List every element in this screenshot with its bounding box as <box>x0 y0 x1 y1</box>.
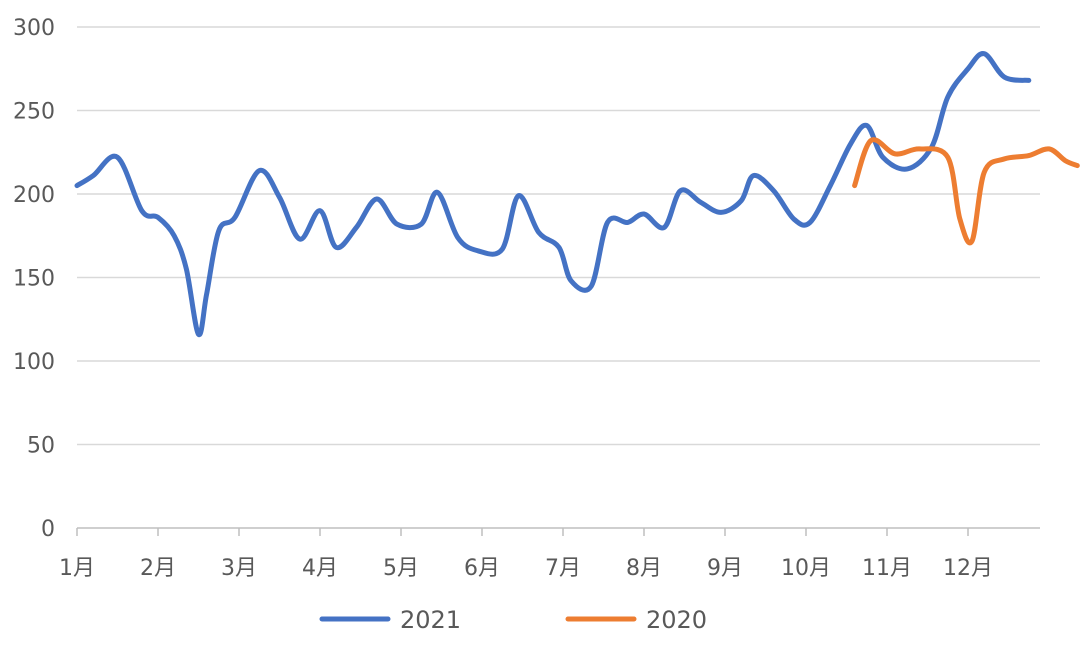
series-line-2020 <box>852 137 1080 246</box>
x-tick-label: 9月 <box>707 556 743 581</box>
series-lines <box>74 51 1080 337</box>
y-tick-label: 150 <box>13 267 55 292</box>
y-axis: 0 50 100 150 200 250 300 <box>13 16 55 542</box>
x-axis: 1月 2月 3月 4月 5月 6月 7月 8月 9月 10月 11月 12月 <box>59 527 1040 581</box>
x-tick-label: 11月 <box>862 556 912 581</box>
x-tick-label: 3月 <box>221 556 257 581</box>
legend: 2021 2020 <box>319 606 707 634</box>
x-tick-label: 8月 <box>626 556 662 581</box>
y-tick-label: 100 <box>13 350 55 375</box>
y-tick-label: 250 <box>13 100 55 125</box>
legend-label-2020: 2020 <box>646 606 707 634</box>
gridlines <box>77 26 1040 446</box>
series-line-2021 <box>74 51 1032 337</box>
x-tick-label: 1月 <box>59 556 95 581</box>
x-tick-label: 10月 <box>781 556 831 581</box>
x-tick-label: 6月 <box>464 556 500 581</box>
x-tick-label: 7月 <box>545 556 581 581</box>
x-tick-label: 4月 <box>302 556 338 581</box>
x-tick-label: 5月 <box>383 556 419 581</box>
legend-label-2021: 2021 <box>400 606 461 634</box>
y-tick-label: 300 <box>13 16 55 41</box>
y-tick-label: 0 <box>41 517 55 542</box>
x-tick-label: 2月 <box>140 556 176 581</box>
y-tick-label: 200 <box>13 183 55 208</box>
x-tick-label: 12月 <box>943 556 993 581</box>
y-tick-label: 50 <box>27 434 55 459</box>
